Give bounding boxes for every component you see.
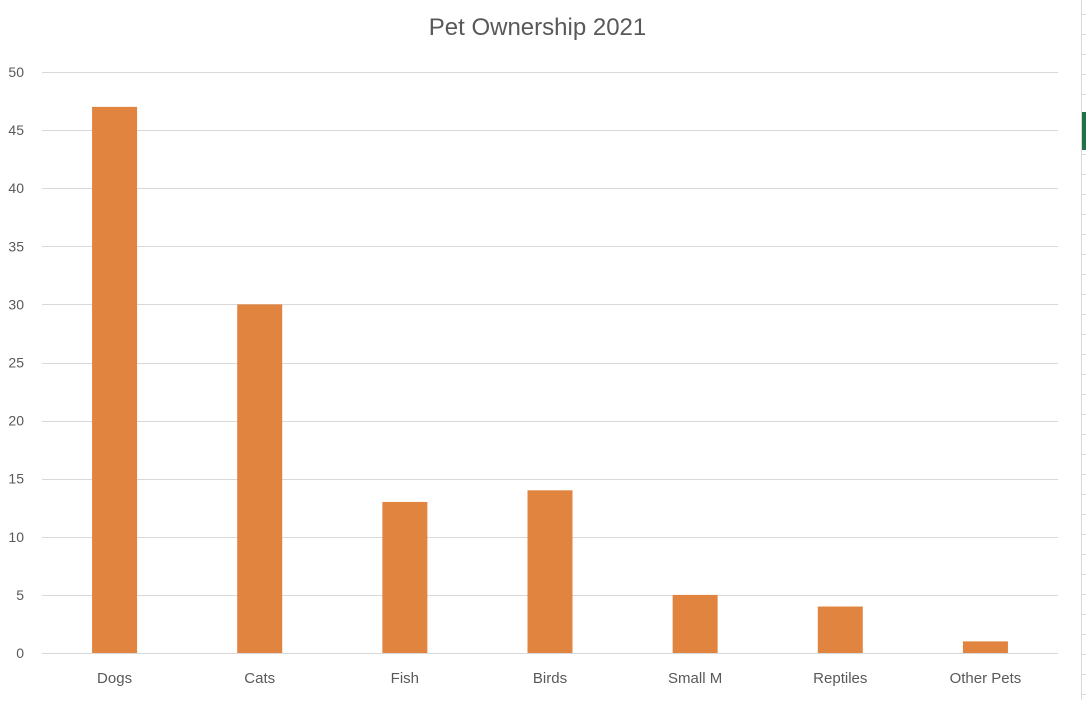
- bar: [237, 304, 283, 653]
- chart-title: Pet Ownership 2021: [428, 14, 647, 41]
- spreadsheet-edge: [1081, 0, 1086, 700]
- bar: [817, 606, 863, 653]
- x-tick-label: Small M: [668, 670, 722, 687]
- bar: [382, 501, 428, 653]
- bar: [962, 641, 1008, 653]
- x-tick-label: Birds: [533, 670, 567, 687]
- y-tick-label: 25: [8, 355, 24, 371]
- y-tick-label: 5: [16, 587, 24, 603]
- x-tick-label: Dogs: [97, 670, 132, 687]
- y-tick-label: 35: [8, 238, 24, 254]
- y-tick-label: 10: [8, 529, 24, 545]
- y-tick-label: 40: [8, 180, 24, 196]
- x-tick-label: Fish: [391, 670, 419, 687]
- bar: [672, 594, 718, 653]
- sheet-selection-marker: [1082, 112, 1086, 150]
- x-tick-label: Reptiles: [813, 670, 867, 687]
- y-tick-label: 50: [8, 64, 24, 80]
- y-tick-label: 45: [8, 122, 24, 138]
- bar: [527, 490, 573, 653]
- y-tick-label: 15: [8, 471, 24, 487]
- bar: [92, 106, 138, 654]
- y-tick-label: 30: [8, 296, 24, 312]
- y-tick-label: 20: [8, 413, 24, 429]
- x-tick-label: Other Pets: [950, 670, 1022, 687]
- y-tick-label: 0: [16, 645, 24, 661]
- x-tick-label: Cats: [244, 670, 275, 687]
